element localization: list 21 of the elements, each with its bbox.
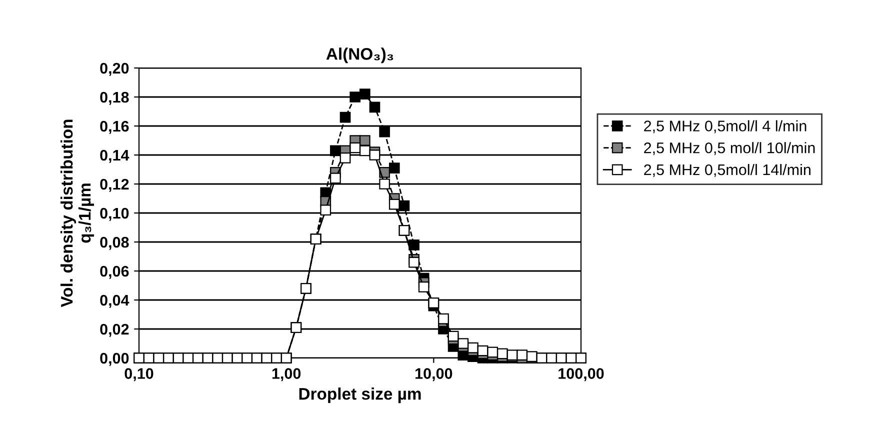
y-tick-label: 0,16 — [100, 120, 129, 134]
y-tick-label: 0,12 — [100, 178, 129, 192]
x-tick-label: 0,10 — [124, 368, 154, 382]
legend-label: 2,5 MHz 0,5mol/l 4 l/min — [644, 120, 806, 134]
y-tick-label: 0,08 — [100, 236, 129, 250]
y-axis-title: Vol. density distribution q₃/1/µm — [60, 120, 94, 308]
x-tick-label: 10,00 — [416, 368, 452, 382]
y-tick-label: 0,20 — [100, 62, 129, 76]
y-tick-label: 0,06 — [100, 266, 129, 279]
x-tick-label: 1,00 — [272, 368, 301, 382]
x-tick-label: 100,00 — [558, 368, 604, 382]
y-tick-label: 0,18 — [100, 92, 129, 105]
legend-label: 2,5 MHz 0,5mol/l 14l/min — [644, 164, 810, 177]
x-axis-title: Droplet size µm — [299, 388, 421, 404]
y-tick-label: 0,14 — [100, 150, 130, 163]
y-tick-label: 0,04 — [100, 294, 130, 308]
y-tick-label: 0,00 — [100, 352, 129, 366]
y-tick-label: 0,10 — [100, 208, 129, 221]
y-tick-label: 0,02 — [100, 324, 129, 337]
chart-title: Al(NO₃)₃ — [326, 48, 394, 64]
legend-label: 2,5 MHz 0,5 mol/l 10l/min — [644, 142, 815, 156]
